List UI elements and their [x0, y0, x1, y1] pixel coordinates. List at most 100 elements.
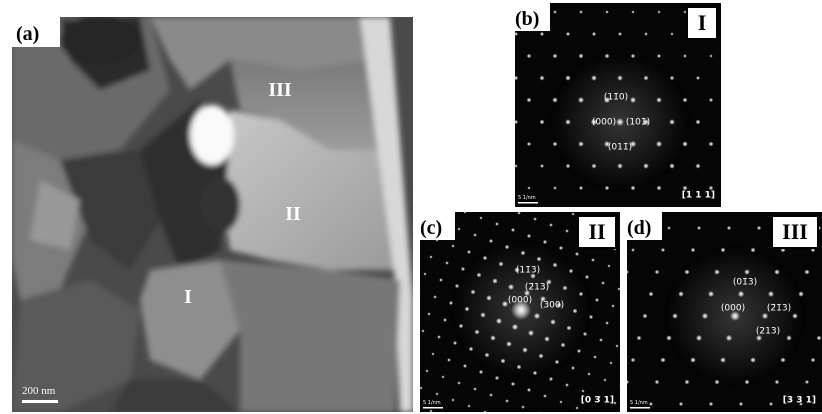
spot	[623, 270, 626, 273]
spot	[477, 273, 482, 278]
spot-index: (11̄3)	[516, 266, 540, 276]
spot	[495, 222, 499, 226]
spot	[415, 346, 418, 349]
spot	[605, 54, 610, 59]
spot	[419, 386, 422, 389]
spot	[769, 402, 773, 406]
spot	[709, 402, 713, 406]
spot	[603, 378, 606, 381]
spot	[550, 319, 556, 325]
spot	[553, 142, 558, 147]
spot	[536, 256, 541, 261]
spot	[495, 376, 499, 380]
spot	[666, 335, 672, 341]
spot	[575, 406, 578, 409]
spot	[702, 313, 709, 320]
spot	[467, 250, 471, 254]
panel-label: (b)	[515, 8, 539, 30]
spot	[562, 285, 567, 290]
scale-bar-label: 5 1/nm	[630, 400, 648, 406]
spot	[657, 54, 661, 58]
spot	[655, 270, 660, 275]
spot	[714, 379, 719, 384]
spot	[543, 240, 547, 244]
spot	[566, 325, 571, 330]
spot	[630, 97, 636, 103]
spot	[697, 226, 701, 230]
spot	[543, 394, 547, 398]
spot	[625, 270, 629, 274]
spot	[569, 269, 574, 274]
spot	[738, 291, 745, 298]
region-label: III	[268, 79, 292, 101]
spot-index: (01̄3)	[733, 278, 757, 288]
spot	[649, 292, 654, 297]
spot	[417, 289, 420, 292]
region-label: II	[285, 203, 301, 225]
spot	[575, 252, 579, 256]
spot	[643, 75, 648, 80]
spot	[621, 327, 624, 330]
spot	[768, 291, 774, 297]
spot	[527, 388, 531, 392]
spot	[775, 380, 780, 385]
spot	[517, 211, 520, 214]
spot	[618, 32, 622, 36]
spot	[565, 383, 569, 387]
spot	[708, 291, 714, 297]
spot	[605, 186, 610, 191]
spot	[578, 53, 583, 58]
spot	[805, 380, 809, 384]
spot	[642, 313, 647, 318]
spot	[591, 163, 596, 168]
spot	[591, 258, 595, 262]
spot	[455, 284, 459, 288]
spot	[595, 298, 599, 302]
spot	[722, 32, 725, 35]
spot	[661, 248, 665, 252]
spot	[617, 75, 623, 81]
spot	[549, 377, 553, 381]
spot	[592, 208, 596, 212]
spot	[631, 358, 636, 363]
region-label: I	[184, 286, 192, 308]
spot	[566, 32, 570, 36]
spot	[583, 332, 587, 336]
spot	[722, 164, 727, 169]
spot	[474, 329, 479, 334]
scale-bar	[518, 202, 538, 204]
spot	[722, 76, 725, 79]
spot	[566, 208, 569, 211]
spot	[579, 186, 583, 190]
spot	[565, 229, 569, 233]
panel-label: (d)	[627, 217, 651, 239]
spot	[533, 217, 537, 221]
spot-index: (000)	[721, 304, 745, 314]
spot	[757, 226, 761, 230]
spot-index: (213)	[756, 327, 780, 337]
spot	[552, 97, 558, 103]
spot-index: (011̄)	[608, 143, 632, 153]
spot	[609, 361, 612, 364]
spot	[682, 141, 688, 147]
scale-bar-label: 5 1/nm	[518, 195, 536, 201]
spot	[429, 409, 432, 412]
spot	[463, 210, 466, 213]
spot	[750, 357, 756, 363]
spot-index: (2̄13)	[525, 283, 549, 293]
phase-label: III	[782, 219, 808, 244]
scale-bar	[630, 407, 650, 409]
spot	[505, 245, 510, 250]
spot	[670, 76, 675, 81]
spot	[786, 335, 792, 341]
spot	[669, 119, 675, 125]
spot	[709, 142, 714, 147]
spot	[579, 10, 583, 14]
spot-index: (300)	[540, 301, 564, 311]
spot	[660, 357, 665, 362]
spot	[498, 261, 503, 266]
spot	[578, 141, 584, 147]
spot	[726, 335, 733, 342]
spot	[453, 341, 457, 345]
spot	[656, 141, 662, 147]
